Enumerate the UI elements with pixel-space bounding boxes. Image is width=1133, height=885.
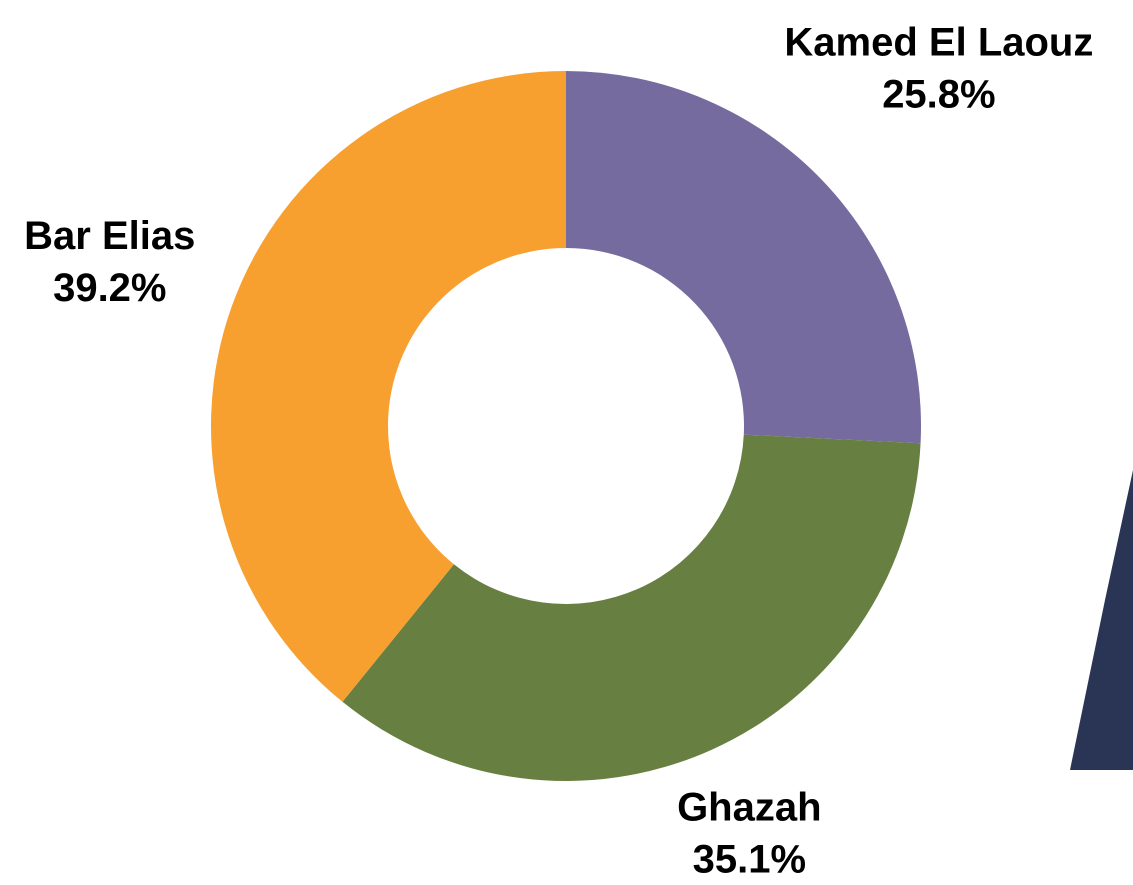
background-photo <box>1070 470 1133 770</box>
donut-segment <box>566 71 921 443</box>
segment-label: Bar Elias <box>24 214 195 258</box>
donut-segment <box>342 435 920 781</box>
segment-value-label: 39.2% <box>53 266 166 310</box>
chart: Kamed El Laouz 25.8% Ghazah 35.1% Bar Elias 3… <box>0 0 1133 885</box>
segment-label: Ghazah <box>677 785 821 829</box>
segment-value-label: 35.1% <box>693 837 806 881</box>
segment-value-label: 25.8% <box>882 72 995 116</box>
segment-label: Kamed El Laouz <box>784 20 1093 64</box>
page: Kamed El Laouz 25.8% Ghazah 35.1% Bar Elias 3… <box>0 0 1133 885</box>
